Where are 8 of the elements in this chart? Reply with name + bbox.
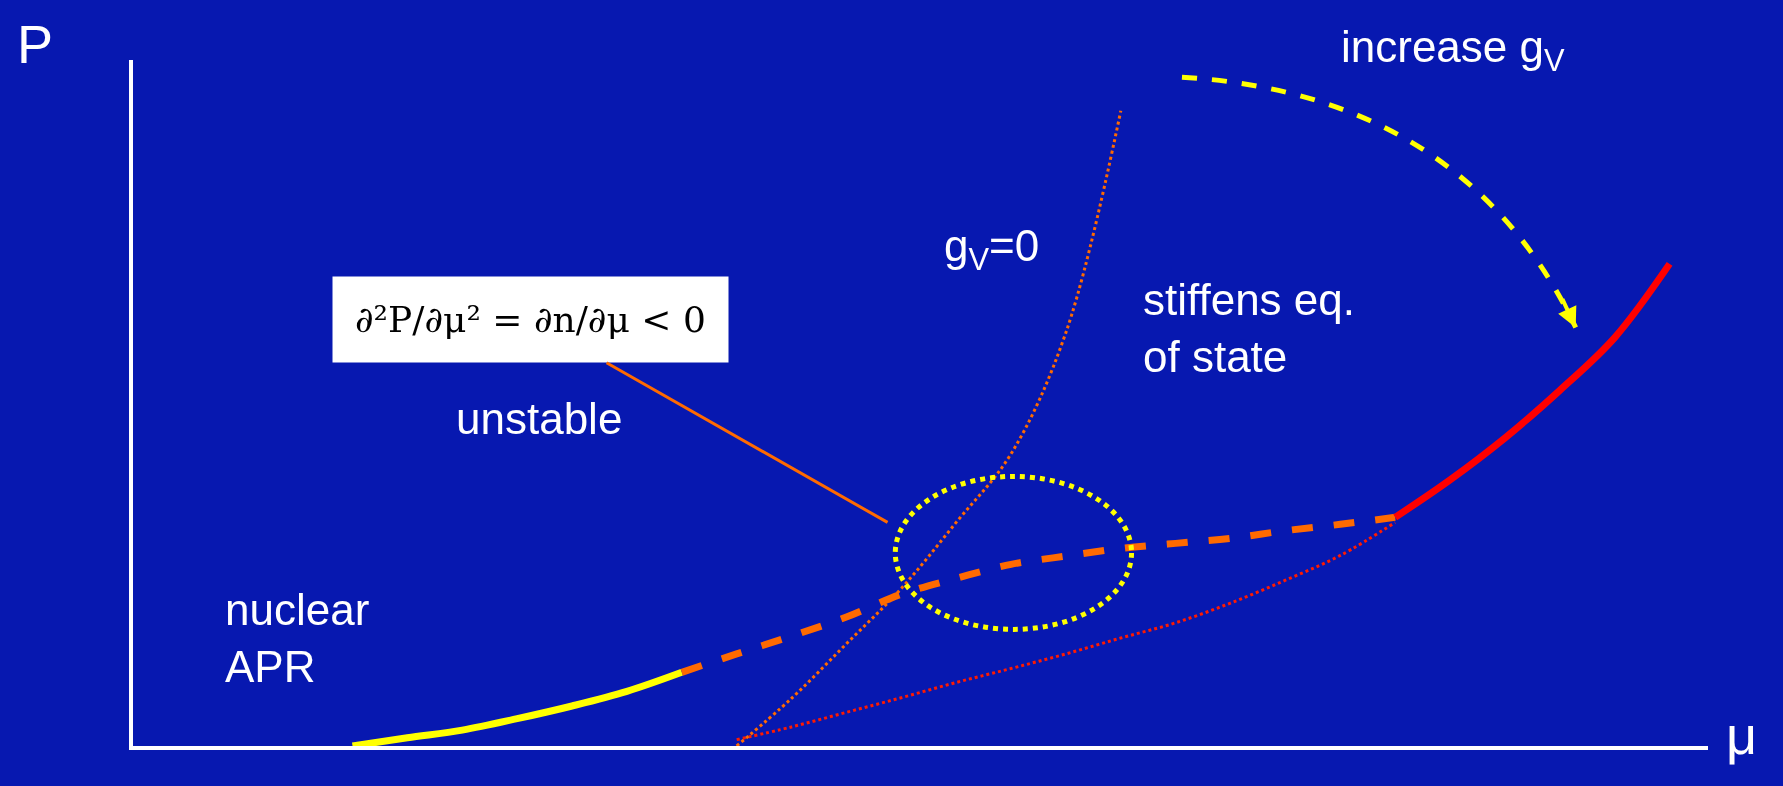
text: increase g$_{V}$ (1341, 22, 1566, 79)
y-axis-title: P (17, 14, 54, 74)
annotation: ∂²P/∂μ² = ∂n/∂μ < 0 (355, 299, 706, 340)
annotation: nuclear APR (225, 585, 370, 692)
annotation: stiffens eq. of state (1143, 275, 1355, 382)
annotation: g$_{V}$=0 (944, 221, 1040, 278)
annotation: unstable (456, 394, 623, 443)
x-axis-title: μ (1726, 705, 1758, 765)
